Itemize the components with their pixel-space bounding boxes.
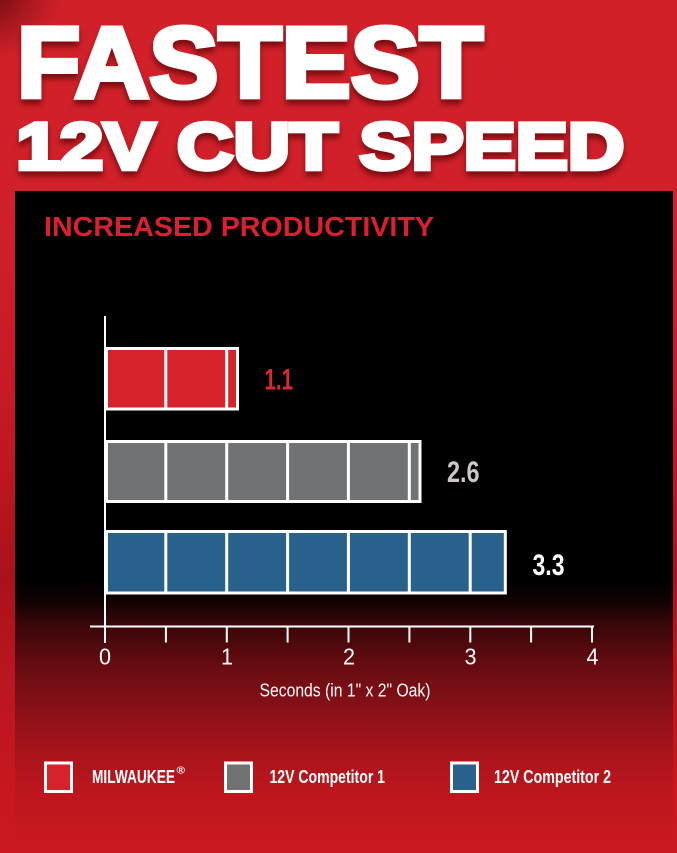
svg-text:2: 2 xyxy=(343,644,355,670)
svg-text:2.6: 2.6 xyxy=(447,456,480,489)
svg-text:12V Competitor 1: 12V Competitor 1 xyxy=(270,767,386,787)
svg-text:3: 3 xyxy=(465,644,477,670)
svg-text:12V CUT SPEED: 12V CUT SPEED xyxy=(16,109,624,183)
svg-text:0: 0 xyxy=(99,644,111,670)
svg-text:Seconds (in 1" x 2" Oak): Seconds (in 1" x 2" Oak) xyxy=(260,680,431,701)
svg-text:INCREASED PRODUCTIVITY: INCREASED PRODUCTIVITY xyxy=(44,211,434,242)
svg-text:3.3: 3.3 xyxy=(533,549,565,582)
svg-text:FASTEST: FASTEST xyxy=(17,7,483,119)
svg-text:MILWAUKEE: MILWAUKEE xyxy=(92,767,175,787)
svg-text:4: 4 xyxy=(587,644,599,670)
svg-text:1.1: 1.1 xyxy=(265,364,294,397)
svg-text:®: ® xyxy=(177,765,186,777)
svg-text:1: 1 xyxy=(221,644,233,670)
svg-text:12V Competitor 2: 12V Competitor 2 xyxy=(494,767,611,787)
